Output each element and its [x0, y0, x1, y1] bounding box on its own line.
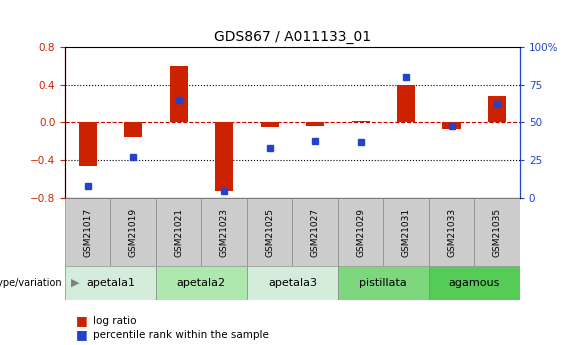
Text: GSM21035: GSM21035 — [493, 207, 502, 257]
FancyBboxPatch shape — [293, 198, 338, 266]
FancyBboxPatch shape — [65, 198, 110, 266]
Text: GSM21023: GSM21023 — [220, 207, 229, 257]
Bar — [306, 122, 324, 126]
Text: GSM21017: GSM21017 — [83, 207, 92, 257]
FancyBboxPatch shape — [429, 266, 520, 300]
FancyBboxPatch shape — [156, 266, 247, 300]
Bar — [79, 122, 97, 166]
Text: ▶: ▶ — [71, 278, 79, 288]
Text: percentile rank within the sample: percentile rank within the sample — [93, 330, 269, 339]
FancyBboxPatch shape — [156, 198, 201, 266]
Bar — [170, 66, 188, 122]
Bar — [215, 122, 233, 191]
Title: GDS867 / A011133_01: GDS867 / A011133_01 — [214, 30, 371, 44]
Text: GSM21025: GSM21025 — [265, 207, 274, 257]
Text: GSM21021: GSM21021 — [174, 207, 183, 257]
FancyBboxPatch shape — [338, 198, 383, 266]
Bar — [260, 122, 279, 127]
Bar — [488, 96, 506, 122]
Text: apetala3: apetala3 — [268, 278, 317, 288]
Bar — [351, 120, 370, 122]
Text: pistillata: pistillata — [359, 278, 407, 288]
Bar — [442, 122, 460, 129]
FancyBboxPatch shape — [338, 266, 429, 300]
FancyBboxPatch shape — [474, 198, 520, 266]
Text: GSM21029: GSM21029 — [356, 207, 365, 257]
Text: GSM21027: GSM21027 — [311, 207, 320, 257]
Text: apetala2: apetala2 — [177, 278, 226, 288]
FancyBboxPatch shape — [247, 266, 338, 300]
FancyBboxPatch shape — [247, 198, 293, 266]
Text: log ratio: log ratio — [93, 316, 137, 326]
Text: genotype/variation: genotype/variation — [0, 278, 62, 288]
Text: apetala1: apetala1 — [86, 278, 135, 288]
FancyBboxPatch shape — [383, 198, 429, 266]
Bar — [397, 85, 415, 122]
Text: agamous: agamous — [449, 278, 500, 288]
FancyBboxPatch shape — [65, 266, 156, 300]
FancyBboxPatch shape — [429, 198, 474, 266]
Text: ■: ■ — [76, 314, 88, 327]
FancyBboxPatch shape — [201, 198, 247, 266]
Text: GSM21019: GSM21019 — [129, 207, 138, 257]
Text: GSM21033: GSM21033 — [447, 207, 456, 257]
Text: ■: ■ — [76, 328, 88, 341]
Bar — [124, 122, 142, 137]
FancyBboxPatch shape — [110, 198, 156, 266]
Text: GSM21031: GSM21031 — [402, 207, 411, 257]
